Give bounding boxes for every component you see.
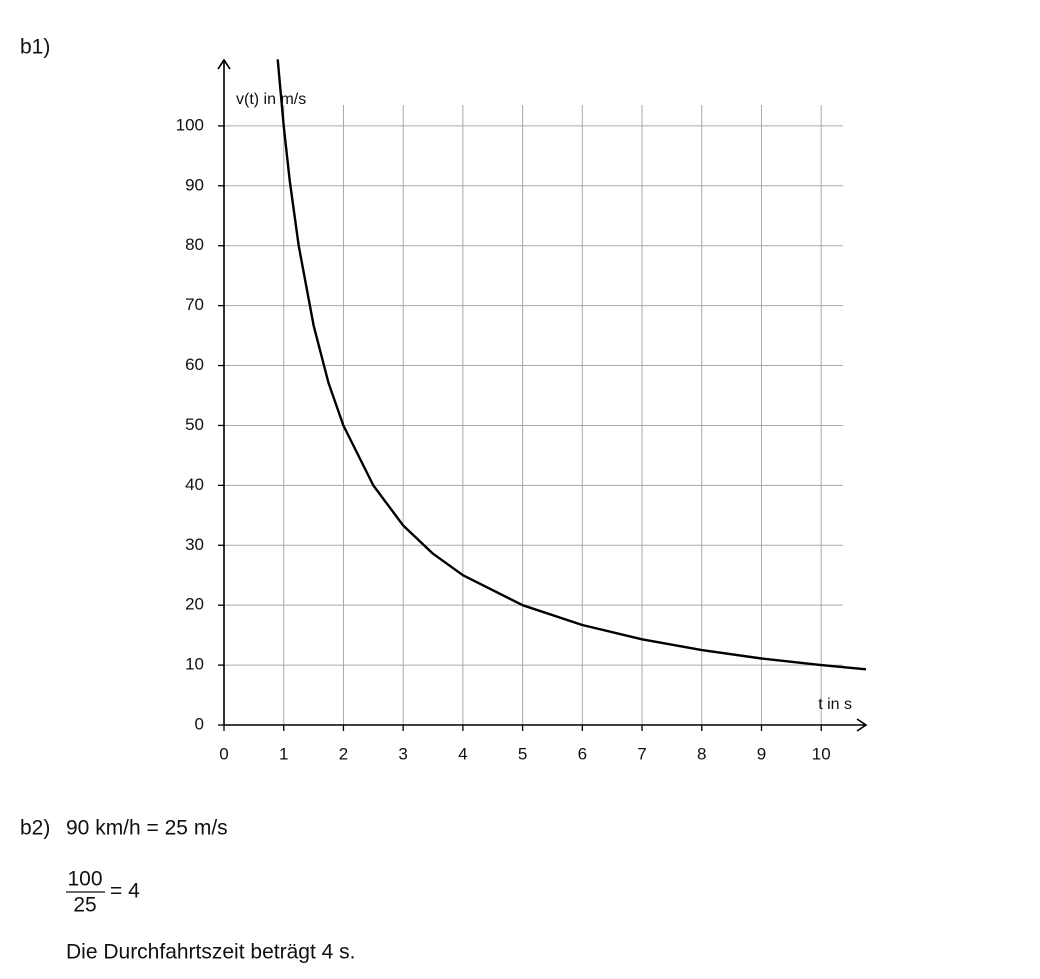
part-label: b1) [20, 36, 50, 59]
y-tick-label: 70 [185, 295, 204, 314]
x-tick-label: 5 [518, 744, 527, 763]
y-tick-label: 20 [185, 595, 204, 614]
curve [276, 59, 867, 671]
y-tick-label: 80 [185, 235, 204, 254]
x-tick-label: 6 [578, 744, 587, 763]
y-tick-label: 90 [185, 175, 204, 194]
y-tick-label: 100 [176, 115, 204, 134]
part-label: b2) [20, 817, 50, 840]
y-tick-label: 0 [195, 714, 204, 733]
x-tick-label: 7 [637, 744, 646, 763]
x-axis [224, 718, 868, 732]
y-tick-label: 50 [185, 415, 204, 434]
x-tick-label: 2 [339, 744, 348, 763]
x-tick-label: 1 [279, 744, 288, 763]
x-tick-label: 8 [697, 744, 706, 763]
y-tick-label: 40 [185, 475, 204, 494]
result: = 4 [110, 880, 140, 903]
x-tick-label: 4 [458, 744, 467, 763]
chart: 0 10 20 30 40 50 60 70 80 90 100 0 1 2 3 4 5 6 7 8 9 10 v(t) i… [176, 58, 868, 763]
x-axis-label: t in s [818, 696, 852, 713]
y-tick-label: 10 [185, 655, 204, 674]
y-tick-label: 30 [185, 535, 204, 554]
x-tick-label: 3 [398, 744, 407, 763]
y-axis-label: v(t) in m/s [236, 91, 306, 108]
numerator: 100 [67, 868, 102, 891]
x-tick-label: 10 [812, 744, 831, 763]
x-tick-label: 0 [219, 744, 228, 763]
sentence: Die Durchfahrtszeit beträgt 4 s. [66, 941, 355, 964]
x-tick-label: 9 [757, 744, 766, 763]
denominator: 25 [73, 894, 96, 917]
y-axis [217, 58, 231, 725]
y-tick-label: 60 [185, 355, 204, 374]
equation: 90 km/h = 25 m/s [66, 817, 228, 840]
